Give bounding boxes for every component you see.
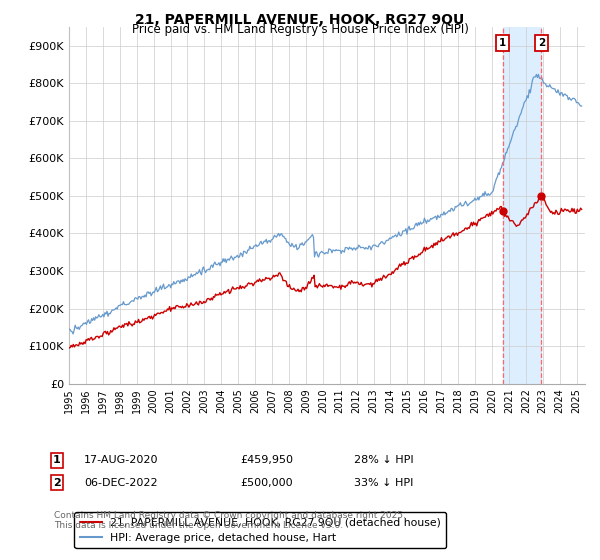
Text: 06-DEC-2022: 06-DEC-2022 xyxy=(84,478,158,488)
Bar xyxy=(503,27,541,384)
Text: 1: 1 xyxy=(499,38,506,48)
Text: £500,000: £500,000 xyxy=(240,478,293,488)
Text: 17-AUG-2020: 17-AUG-2020 xyxy=(84,455,158,465)
Text: 33% ↓ HPI: 33% ↓ HPI xyxy=(354,478,413,488)
Text: Price paid vs. HM Land Registry's House Price Index (HPI): Price paid vs. HM Land Registry's House … xyxy=(131,23,469,36)
Text: 21, PAPERMILL AVENUE, HOOK, RG27 9QU: 21, PAPERMILL AVENUE, HOOK, RG27 9QU xyxy=(136,13,464,27)
Text: 28% ↓ HPI: 28% ↓ HPI xyxy=(354,455,413,465)
Text: £459,950: £459,950 xyxy=(240,455,293,465)
Text: 1: 1 xyxy=(53,455,61,465)
Text: Contains HM Land Registry data © Crown copyright and database right 2025.
This d: Contains HM Land Registry data © Crown c… xyxy=(54,511,406,530)
Text: 2: 2 xyxy=(538,38,545,48)
Text: 2: 2 xyxy=(53,478,61,488)
Legend: 21, PAPERMILL AVENUE, HOOK, RG27 9QU (detached house), HPI: Average price, detac: 21, PAPERMILL AVENUE, HOOK, RG27 9QU (de… xyxy=(74,512,446,548)
